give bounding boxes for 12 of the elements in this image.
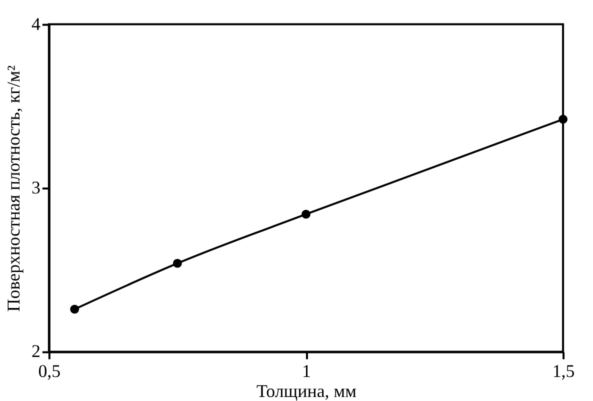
y-tick-label: 2 [31, 341, 40, 362]
x-axis-title: Толщина, мм [256, 381, 356, 401]
x-tick-label: 1 [302, 361, 311, 382]
point [302, 210, 310, 219]
point [558, 114, 568, 124]
y-tick-label: 3 [31, 178, 40, 198]
x-tick-label: 0,5 [38, 361, 61, 382]
y-axis-title: Поверхностная плотность, кг/м² [3, 65, 24, 312]
y-tick-label: 4 [31, 14, 40, 34]
point [70, 304, 80, 314]
x-tick-label: 1,5 [552, 361, 575, 382]
point [172, 258, 182, 268]
